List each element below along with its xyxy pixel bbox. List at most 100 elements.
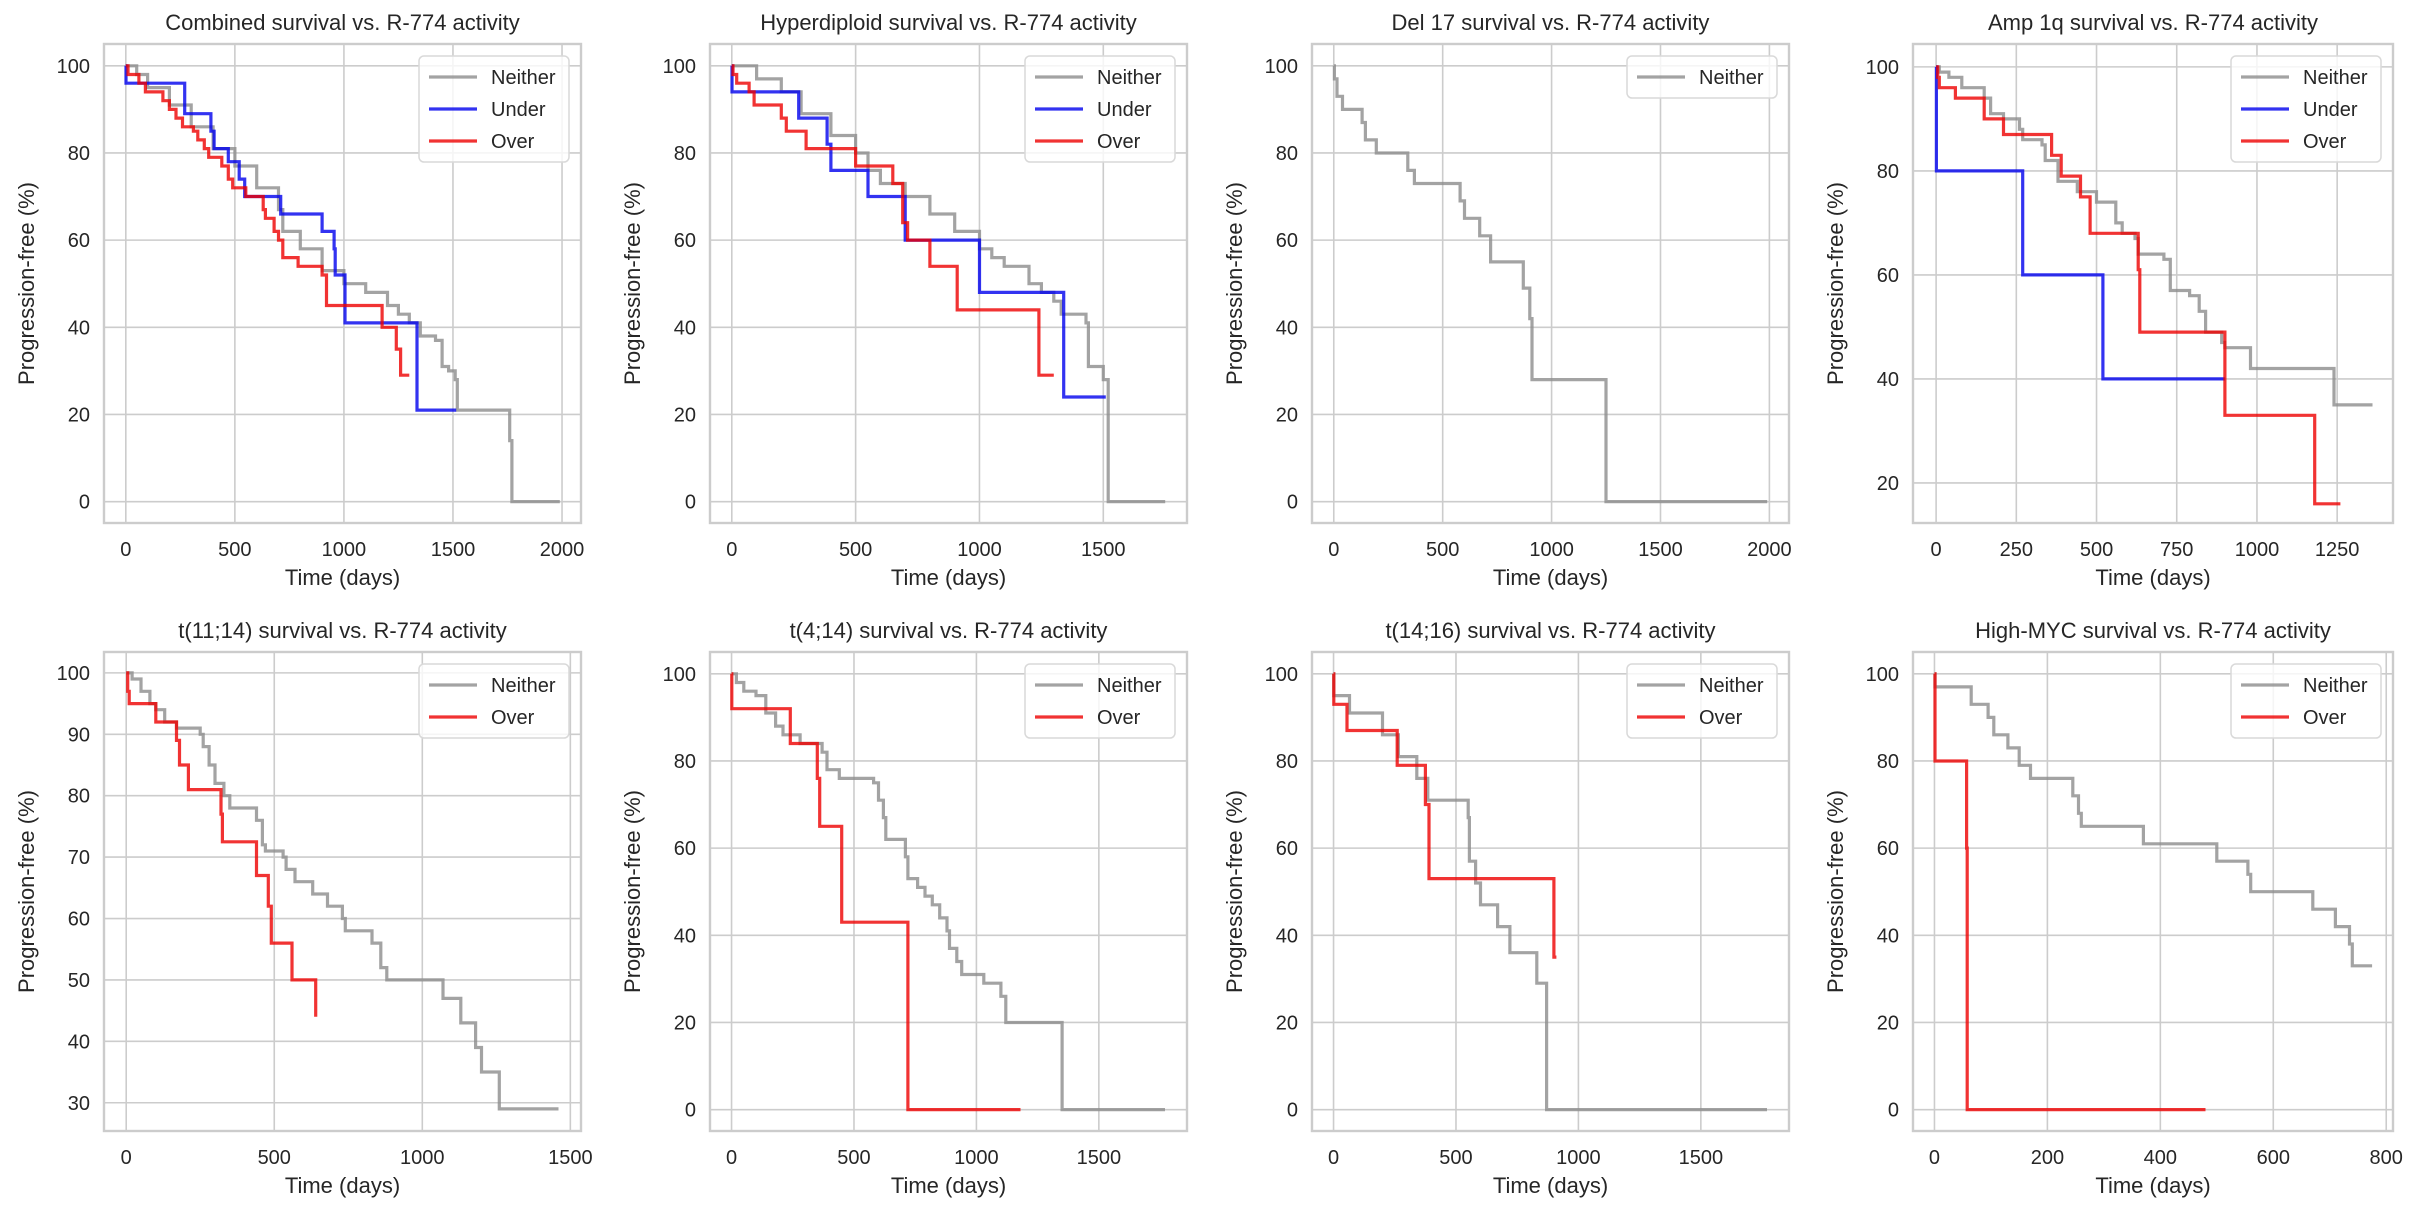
x-tick-label: 1500 — [548, 1147, 593, 1169]
y-tick-label: 80 — [674, 143, 696, 165]
x-tick-label: 1500 — [1638, 539, 1683, 561]
x-axis-label: Time (days) — [1493, 1173, 1608, 1198]
y-tick-label: 0 — [1888, 1100, 1899, 1122]
x-tick-label: 1000 — [1556, 1147, 1601, 1169]
y-axis-label: Progression-free (%) — [1222, 182, 1247, 385]
series-line-neither — [731, 672, 1165, 1112]
legend: Neither Over — [418, 663, 570, 739]
y-tick-label: 30 — [68, 1093, 90, 1115]
legend: Neither Under Over — [418, 55, 570, 163]
x-tick-label: 500 — [218, 539, 251, 561]
legend-label: Over — [491, 131, 535, 153]
plot-frame — [1310, 42, 1791, 525]
gridlines — [1312, 44, 1789, 523]
x-tick-label: 1500 — [1679, 1147, 1724, 1169]
legend-label: Neither — [2303, 675, 2368, 697]
subplot-6: 0 500 1000 1500 0 20 40 60 80 100 t(4;14) survival… — [620, 618, 1189, 1198]
y-tick-label: 60 — [1877, 838, 1899, 860]
x-tick-label: 1000 — [957, 539, 1002, 561]
legend-label: Under — [1097, 99, 1152, 121]
y-tick-label: 80 — [1877, 751, 1899, 773]
legend-box — [1626, 55, 1778, 99]
subplot-title: High-MYC survival vs. R-774 activity — [1975, 618, 2331, 643]
x-tick-label: 0 — [121, 1147, 132, 1169]
x-tick-label: 500 — [2080, 539, 2113, 561]
x-axis-label: Time (days) — [285, 565, 400, 590]
y-tick-label: 40 — [1877, 369, 1899, 391]
y-tick-label: 100 — [1866, 664, 1899, 686]
series-line-over — [1936, 65, 2341, 506]
x-axis-label: Time (days) — [2095, 1173, 2210, 1198]
y-tick-label: 100 — [57, 56, 90, 78]
series-line-neither — [1332, 64, 1768, 504]
legend-label: Neither — [1097, 675, 1162, 697]
x-tick-label: 600 — [2257, 1147, 2290, 1169]
y-tick-label: 20 — [1276, 404, 1298, 426]
series-group — [1933, 672, 2373, 1112]
x-axis-label: Time (days) — [285, 1173, 400, 1198]
y-tick-label: 90 — [68, 724, 90, 746]
x-tick-label: 0 — [1931, 539, 1942, 561]
legend-label: Over — [2303, 707, 2347, 729]
x-tick-label: 800 — [2370, 1147, 2403, 1169]
y-tick-label: 20 — [1877, 1012, 1899, 1034]
y-tick-label: 40 — [1276, 925, 1298, 947]
x-tick-label: 400 — [2144, 1147, 2177, 1169]
y-tick-label: 60 — [674, 838, 696, 860]
series-group — [1332, 672, 1767, 1112]
plot-frame — [102, 42, 583, 525]
x-tick-label: 750 — [2160, 539, 2193, 561]
legend: Neither Under Over — [2230, 55, 2382, 163]
legend: Neither Over — [1626, 663, 1778, 739]
x-tick-label: 500 — [839, 539, 872, 561]
subplot-7: 0 500 1000 1500 0 20 40 60 80 100 t(14;16) surviva… — [1222, 618, 1791, 1198]
x-axis-label: Time (days) — [891, 1173, 1006, 1198]
plot-frame — [102, 650, 583, 1133]
x-tick-label: 0 — [726, 539, 737, 561]
subplot-4: 0 250 500 750 1000 1250 20 40 60 80 100 Amp 1q surv… — [1823, 10, 2395, 590]
y-axis-label: Progression-free (%) — [1823, 182, 1848, 385]
x-tick-label: 0 — [1929, 1147, 1940, 1169]
y-tick-label: 0 — [685, 492, 696, 514]
series-line-over — [730, 672, 1021, 1112]
series-group — [730, 672, 1165, 1112]
series-line-neither — [1332, 672, 1767, 1112]
x-tick-label: 2000 — [540, 539, 585, 561]
plot-frame — [708, 650, 1189, 1133]
y-tick-label: 0 — [1287, 492, 1298, 514]
legend-label: Under — [491, 99, 546, 121]
legend-label: Over — [2303, 131, 2347, 153]
y-tick-label: 50 — [68, 970, 90, 992]
x-tick-label: 500 — [258, 1147, 291, 1169]
legend-label: Over — [1097, 131, 1141, 153]
y-tick-label: 80 — [68, 143, 90, 165]
series-line-under — [730, 64, 1106, 399]
y-tick-label: 80 — [1276, 751, 1298, 773]
legend-box — [2230, 663, 2382, 739]
subplot-title: t(14;16) survival vs. R-774 activity — [1385, 618, 1715, 643]
series-line-neither — [1933, 672, 2373, 968]
legend-label: Neither — [491, 67, 556, 89]
subplot-title: Amp 1q survival vs. R-774 activity — [1988, 10, 2318, 35]
y-tick-label: 20 — [68, 404, 90, 426]
subplot-2: 0 500 1000 1500 0 20 40 60 80 100 Hyperdiploid sur… — [620, 10, 1189, 590]
x-tick-label: 0 — [1328, 1147, 1339, 1169]
y-tick-label: 20 — [1877, 473, 1899, 495]
y-tick-label: 60 — [68, 230, 90, 252]
x-tick-label: 1000 — [1529, 539, 1574, 561]
x-tick-label: 500 — [1426, 539, 1459, 561]
series-group — [1934, 65, 2373, 506]
y-axis-label: Progression-free (%) — [1823, 790, 1848, 993]
x-tick-label: 500 — [837, 1147, 870, 1169]
y-tick-label: 40 — [1877, 925, 1899, 947]
y-tick-label: 100 — [663, 664, 696, 686]
x-tick-label: 1000 — [400, 1147, 445, 1169]
legend: Neither Over — [1024, 663, 1176, 739]
y-tick-label: 80 — [1276, 143, 1298, 165]
x-tick-label: 1250 — [2315, 539, 2360, 561]
subplot-title: Hyperdiploid survival vs. R-774 activity — [760, 10, 1137, 35]
x-tick-label: 500 — [1439, 1147, 1472, 1169]
y-tick-label: 60 — [1276, 838, 1298, 860]
subplot-5: 0 500 1000 1500 30 40 50 60 70 80 90 100 t(11;14) su… — [14, 618, 593, 1198]
series-line-over — [125, 64, 410, 377]
